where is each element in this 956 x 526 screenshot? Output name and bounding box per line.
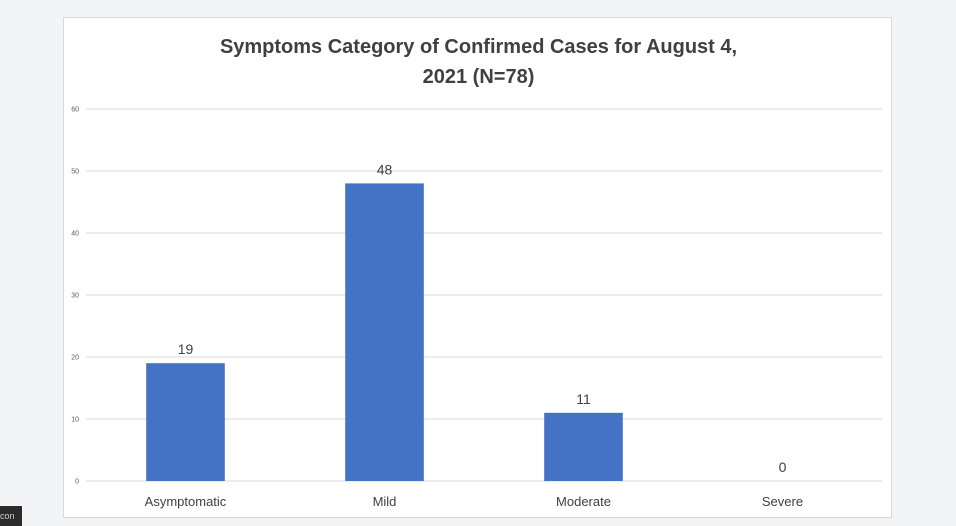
chart-panel: Symptoms Category of Confirmed Cases for… [63, 17, 892, 518]
data-label-asymptomatic: 19 [178, 341, 194, 357]
bar-moderate [544, 412, 623, 481]
data-label-moderate: 11 [576, 391, 591, 407]
data-label-mild: 48 [377, 161, 393, 177]
corner-overlay-tag: con [0, 506, 22, 526]
y-tick-label: 0 [75, 479, 79, 486]
bar-chart-plot: 0 10 20 30 40 50 60 19 Asymptomatic 48 Mild 11 Moder… [71, 107, 882, 509]
chart-title: Symptoms Category of Confirmed Cases for… [219, 36, 738, 88]
y-tick-label: 30 [71, 293, 79, 300]
x-category-label-mild: Mild [373, 494, 397, 509]
x-category-label-asymptomatic: Asymptomatic [145, 494, 227, 509]
y-tick-label: 20 [71, 355, 79, 362]
bar-asymptomatic [146, 363, 225, 481]
y-tick-label: 10 [71, 417, 79, 424]
y-tick-label: 40 [71, 231, 79, 238]
y-tick-label: 60 [71, 107, 79, 114]
bar-mild [345, 183, 424, 481]
x-category-label-moderate: Moderate [556, 494, 611, 509]
y-tick-label: 50 [71, 169, 79, 176]
x-category-label-severe: Severe [762, 494, 803, 509]
data-label-severe: 0 [779, 459, 787, 475]
